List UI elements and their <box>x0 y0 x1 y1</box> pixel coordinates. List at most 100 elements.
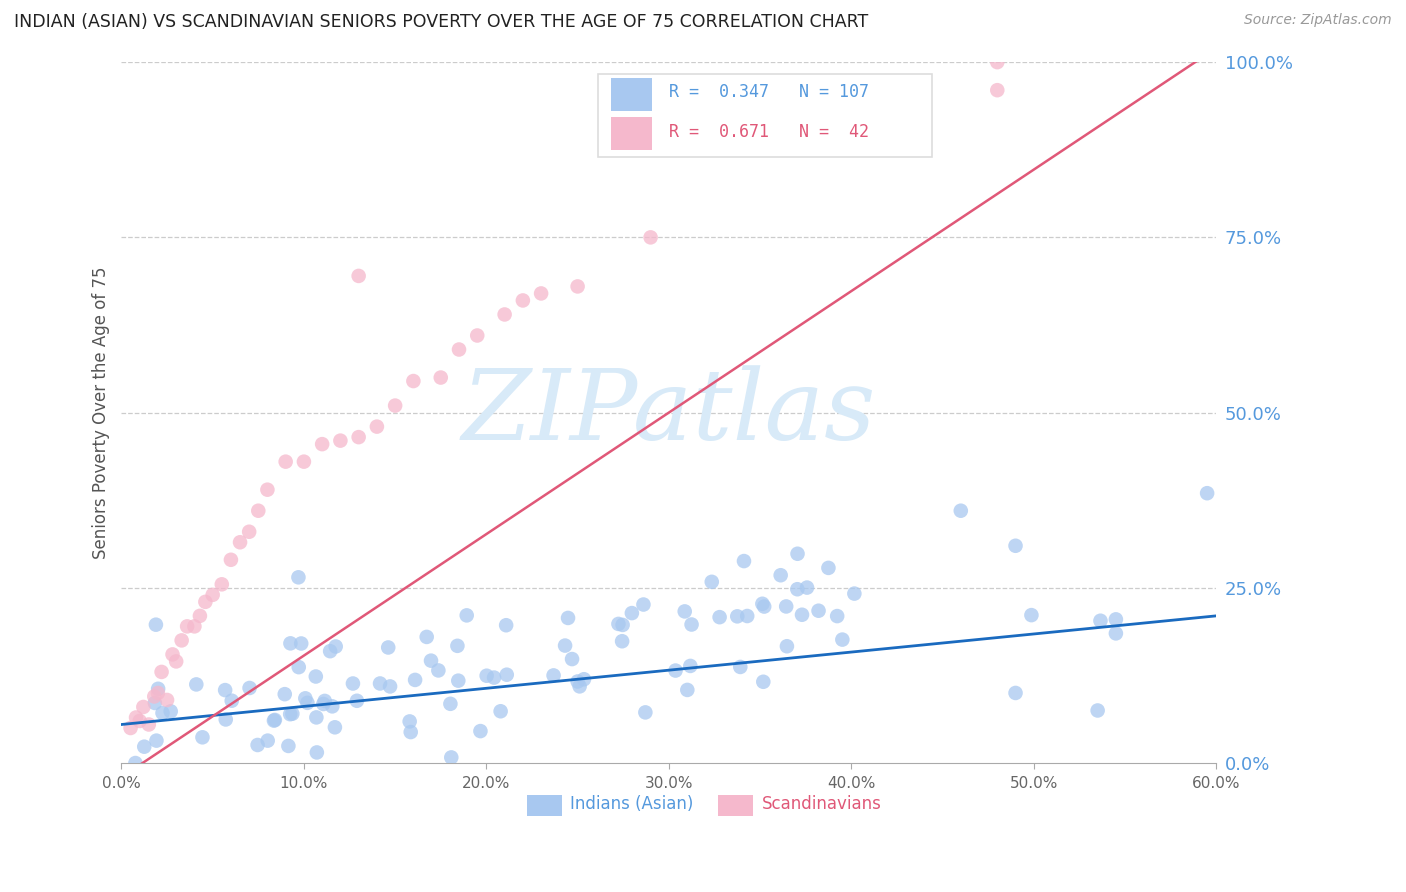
Point <box>420 654 443 668</box>
Point <box>1197 486 1219 500</box>
Point <box>314 694 336 708</box>
Bar <box>718 795 754 815</box>
Point <box>246 738 269 752</box>
Point <box>143 696 166 710</box>
Point <box>769 568 792 582</box>
Point <box>143 690 166 704</box>
Point <box>495 667 517 681</box>
Point <box>530 286 553 301</box>
Point <box>634 706 657 720</box>
Point <box>186 677 208 691</box>
Point <box>277 739 299 753</box>
Point <box>290 636 312 650</box>
Point <box>215 713 238 727</box>
Point <box>281 706 304 721</box>
Point <box>162 648 184 662</box>
Point <box>219 553 242 567</box>
Point <box>482 671 505 685</box>
Point <box>494 308 516 322</box>
Point <box>1004 686 1026 700</box>
Point <box>311 437 333 451</box>
Point <box>612 618 634 632</box>
Point <box>146 681 169 696</box>
Point <box>543 668 565 682</box>
Point <box>280 636 302 650</box>
Point <box>214 683 236 698</box>
Point <box>640 230 662 244</box>
Point <box>321 699 343 714</box>
Point <box>427 664 450 678</box>
Point <box>700 574 723 589</box>
Text: R =  0.347   N = 107: R = 0.347 N = 107 <box>669 83 869 101</box>
Text: Scandinavians: Scandinavians <box>762 795 882 813</box>
Point <box>247 504 270 518</box>
Point <box>170 633 193 648</box>
Point <box>145 617 167 632</box>
Text: Indians (Asian): Indians (Asian) <box>571 795 693 813</box>
Point <box>844 586 866 600</box>
Point <box>949 504 972 518</box>
Point <box>735 609 758 624</box>
Point <box>786 547 808 561</box>
Point <box>124 756 146 770</box>
Point <box>176 619 198 633</box>
Point <box>465 328 488 343</box>
Text: ZIPatlas: ZIPatlas <box>461 365 876 460</box>
Point <box>152 706 174 720</box>
Point <box>986 55 1008 70</box>
Point <box>429 370 451 384</box>
Point <box>620 606 643 620</box>
Point <box>368 676 391 690</box>
Point <box>188 608 211 623</box>
Point <box>287 570 309 584</box>
Point <box>194 595 217 609</box>
Point <box>557 611 579 625</box>
Text: Source: ZipAtlas.com: Source: ZipAtlas.com <box>1244 13 1392 28</box>
Point <box>730 660 752 674</box>
Point <box>156 693 179 707</box>
Point <box>120 721 142 735</box>
Point <box>1105 612 1128 626</box>
Bar <box>610 117 652 150</box>
Point <box>238 524 260 539</box>
Point <box>377 640 399 655</box>
Point <box>447 343 470 357</box>
Point <box>1004 539 1026 553</box>
Point <box>294 691 316 706</box>
Point <box>725 609 748 624</box>
Bar <box>610 78 652 112</box>
Point <box>673 604 696 618</box>
Point <box>475 669 498 683</box>
Point <box>607 616 630 631</box>
Point <box>347 268 370 283</box>
Point <box>751 597 773 611</box>
Point <box>274 455 297 469</box>
Point <box>807 604 830 618</box>
Point <box>256 733 278 747</box>
Point <box>297 696 319 710</box>
Text: R =  0.671   N =  42: R = 0.671 N = 42 <box>669 123 869 141</box>
Point <box>733 554 755 568</box>
Point <box>378 680 401 694</box>
Point <box>456 608 478 623</box>
Point <box>292 455 315 469</box>
Point <box>679 659 702 673</box>
Point <box>229 535 252 549</box>
Point <box>754 599 776 614</box>
Point <box>263 714 285 728</box>
Point <box>132 700 155 714</box>
Point <box>146 686 169 700</box>
Point <box>329 434 352 448</box>
Point <box>159 704 181 718</box>
Point <box>512 293 534 308</box>
Point <box>796 581 818 595</box>
Point <box>399 725 422 739</box>
Point <box>1021 608 1043 623</box>
Point <box>211 577 233 591</box>
Point <box>610 634 633 648</box>
Point <box>150 665 173 679</box>
Text: INDIAN (ASIAN) VS SCANDINAVIAN SENIORS POVERTY OVER THE AGE OF 75 CORRELATION CH: INDIAN (ASIAN) VS SCANDINAVIAN SENIORS P… <box>14 13 869 31</box>
Point <box>786 582 808 597</box>
Point <box>817 561 839 575</box>
Point <box>183 619 205 633</box>
